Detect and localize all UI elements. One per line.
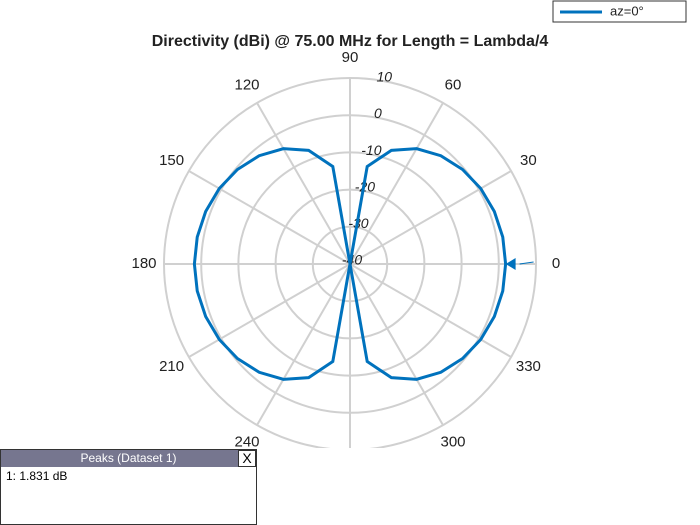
- peak-entry: 1: 1.831 dB: [6, 469, 68, 483]
- theta-tick-label: 240: [234, 433, 259, 448]
- grid-spoke: [349, 263, 512, 358]
- grid-spoke: [188, 170, 351, 265]
- theta-tick-label: 330: [516, 358, 541, 375]
- r-tick-label: 0: [374, 105, 382, 121]
- close-button[interactable]: X: [238, 450, 256, 467]
- theta-tick-label: 60: [445, 77, 462, 94]
- grid-spoke: [256, 102, 351, 265]
- theta-tick-label: 210: [159, 358, 184, 375]
- peaks-panel: Peaks (Dataset 1) X 1: 1.831 dB: [0, 449, 257, 525]
- grid-spoke: [256, 263, 351, 426]
- theta-tick-label: 180: [131, 255, 156, 272]
- grid-spoke: [349, 263, 444, 426]
- r-tick-label: -10: [361, 142, 381, 158]
- legend-label: az=0°: [610, 3, 644, 18]
- grid-spoke: [349, 102, 444, 265]
- peak-pointer: [519, 261, 534, 265]
- grid-spoke: [349, 170, 512, 265]
- theta-tick-label: 300: [440, 433, 465, 448]
- grid-spoke: [188, 263, 351, 358]
- peaks-title: Peaks (Dataset 1) X: [1, 450, 256, 467]
- legend-box: [552, 0, 687, 23]
- chart-title: Directivity (dBi) @ 75.00 MHz for Length…: [152, 33, 549, 50]
- theta-tick-label: 150: [159, 152, 184, 169]
- chart: Directivity (dBi) @ 75.00 MHz for Length…: [131, 0, 687, 448]
- peaks-title-text: Peaks (Dataset 1): [80, 451, 177, 465]
- pattern-line: [192, 147, 508, 381]
- r-tick-label: 10: [377, 69, 393, 85]
- theta-tick-label: 120: [234, 77, 259, 94]
- theta-tick-label: 0: [552, 255, 560, 272]
- peak-marker: [505, 258, 516, 270]
- theta-tick-label: 90: [342, 49, 359, 66]
- theta-tick-label: 30: [520, 152, 537, 169]
